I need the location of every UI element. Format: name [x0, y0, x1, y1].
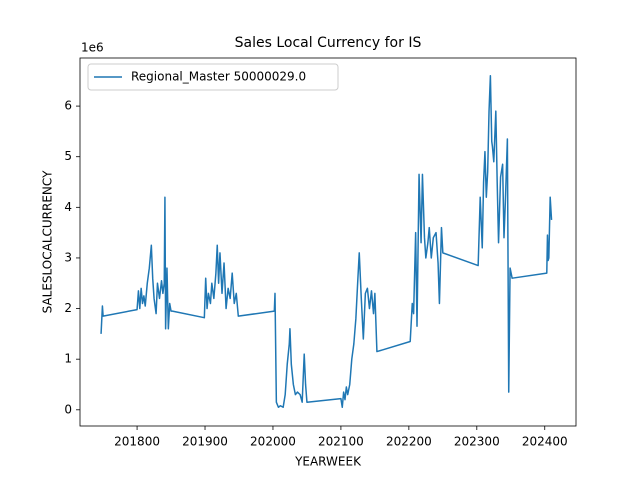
x-tick-label: 202000 [250, 435, 296, 449]
plot-frame [79, 57, 577, 427]
x-tick-label: 201800 [114, 435, 160, 449]
x-tick-label: 202200 [386, 435, 432, 449]
chart-title: Sales Local Currency for IS [235, 35, 422, 51]
x-tick-label: 202400 [522, 435, 568, 449]
x-tick-label: 202300 [454, 435, 500, 449]
y-tick-label: 6 [64, 99, 72, 113]
data-line [100, 74, 553, 409]
y-tick-label: 0 [64, 402, 72, 416]
legend-box [87, 63, 339, 91]
y-tick-label: 2 [64, 301, 72, 315]
legend-label: Regional_Master 50000029.0 [131, 70, 306, 84]
x-tick-label: 202100 [318, 435, 364, 449]
y-tick-label: 4 [64, 200, 72, 214]
x-axis-label: YEARWEEK [294, 455, 362, 469]
y-tick-label: 1 [64, 352, 72, 366]
x-tick-label: 201900 [182, 435, 228, 449]
y-offset-label: 1e6 [81, 41, 104, 55]
y-axis-label: SALESLOCALCURRENCY [41, 170, 55, 313]
legend: Regional_Master 50000029.0 [87, 63, 339, 91]
y-tick-label: 5 [64, 149, 72, 163]
y-tick-label: 3 [64, 250, 72, 264]
